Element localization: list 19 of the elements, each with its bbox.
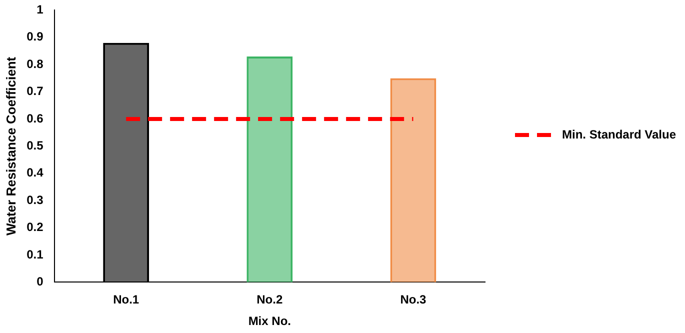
y-tick-label: 0.4 — [26, 166, 44, 180]
legend-label: Min. Standard Value — [562, 127, 676, 142]
y-tick-label: 0.6 — [26, 111, 44, 126]
y-tick-label: 0.9 — [26, 30, 44, 44]
x-axis-title: Mix No. — [248, 314, 291, 328]
y-tick-label: 0.5 — [26, 138, 44, 153]
y-tick-label: 0 — [36, 274, 44, 289]
y-tick-label: 0.3 — [26, 192, 44, 207]
y-tick-label: 0.7 — [26, 84, 44, 98]
y-axis-title: Water Resistance Coefficient — [3, 56, 18, 236]
bar — [390, 78, 436, 282]
x-tick-label: No.1 — [113, 292, 140, 307]
x-tick-label: No.3 — [400, 292, 427, 307]
bar — [246, 56, 293, 282]
y-tick-label: 0.1 — [26, 247, 44, 262]
y-tick-label: 0.2 — [26, 220, 44, 234]
y-tick-label: 1 — [36, 2, 44, 17]
y-tick-label: 0.8 — [26, 56, 44, 71]
x-tick-label: No.2 — [256, 292, 283, 307]
